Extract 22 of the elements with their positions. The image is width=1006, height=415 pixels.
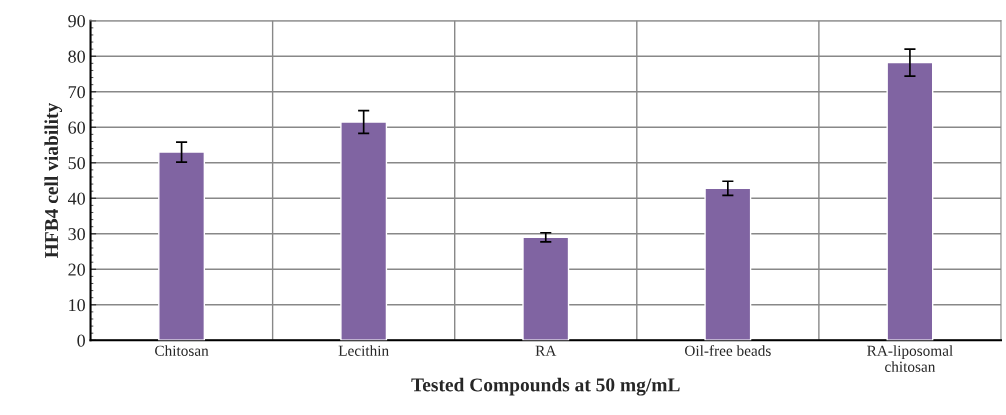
- y-tick-label: 70: [68, 86, 85, 99]
- y-tick-label: 50: [68, 157, 85, 170]
- y-tick-label: 20: [68, 263, 85, 276]
- bar: [704, 187, 752, 341]
- y-tick-label: 0: [77, 334, 85, 347]
- y-tick-label: 90: [68, 15, 85, 28]
- x-tick-label: RA-liposomal chitosan: [867, 345, 953, 372]
- x-tick-label: Lecithin: [338, 345, 389, 356]
- y-tick-label: 30: [68, 228, 85, 241]
- x-axis-title: Tested Compounds at 50 mg/mL: [411, 377, 680, 396]
- y-tick-label: 10: [69, 299, 85, 312]
- x-tick-label: RA: [535, 345, 557, 356]
- x-tick-label: Chitosan: [155, 345, 209, 356]
- y-axis-title: HFB4 cell viability: [44, 102, 63, 258]
- y-tick-label: 60: [68, 121, 85, 134]
- bar: [522, 236, 570, 341]
- y-tick-label: 40: [67, 192, 85, 205]
- x-tick-label: Oil-free beads: [684, 345, 771, 356]
- y-tick-label: 80: [68, 50, 85, 63]
- bar: [340, 121, 388, 341]
- bar: [158, 151, 206, 341]
- bar: [886, 61, 934, 341]
